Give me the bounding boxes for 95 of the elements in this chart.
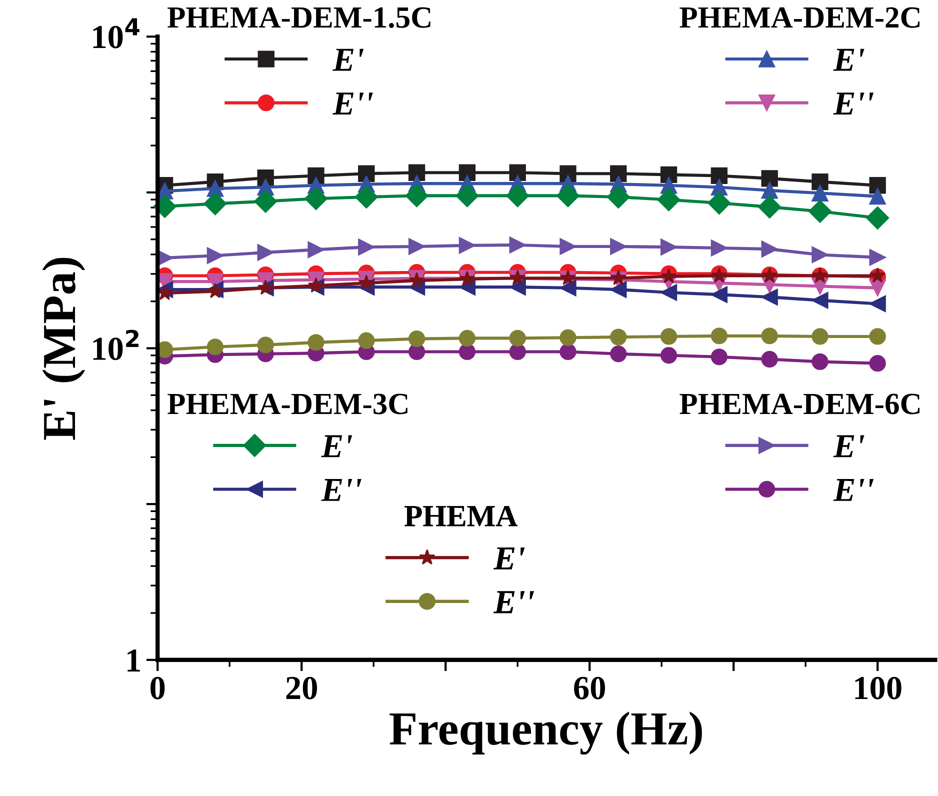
legend-label: E'	[833, 435, 864, 458]
point	[308, 334, 324, 351]
point	[556, 184, 580, 208]
legend-label: E'	[321, 435, 352, 458]
point	[869, 355, 886, 372]
point	[408, 164, 426, 181]
x-axis-title: Frequency (Hz)	[390, 712, 702, 755]
annotation: PHEMA	[404, 506, 518, 526]
point	[869, 295, 886, 312]
point	[458, 164, 476, 181]
point	[761, 350, 778, 368]
point	[812, 184, 828, 202]
point	[509, 343, 526, 360]
x-tick-label: 0	[150, 676, 165, 700]
point	[304, 187, 328, 210]
point	[761, 182, 778, 199]
point	[660, 347, 678, 364]
annotation: PHEMA-DEM-3C	[168, 394, 408, 414]
point	[761, 240, 778, 258]
point	[509, 236, 526, 254]
point	[606, 185, 630, 208]
point	[204, 192, 227, 216]
point	[456, 184, 479, 208]
legend-label: E''	[833, 92, 874, 114]
point	[405, 184, 428, 208]
point	[812, 292, 828, 309]
legend-label: E'	[494, 547, 525, 570]
point	[354, 185, 378, 208]
point	[710, 328, 728, 344]
point	[657, 188, 680, 212]
legend-label: E'	[332, 48, 364, 71]
point	[812, 353, 828, 370]
point	[869, 328, 886, 345]
point	[761, 288, 778, 306]
point	[660, 166, 678, 184]
point	[358, 332, 375, 349]
point	[710, 167, 728, 184]
point	[610, 238, 627, 255]
legend-label: E''	[833, 479, 874, 501]
point	[758, 195, 782, 218]
point	[206, 247, 224, 264]
x-tick-label: 60	[574, 676, 605, 700]
y-axis-title: E' (MPa)	[42, 258, 86, 440]
point	[761, 328, 778, 344]
point	[812, 173, 828, 190]
y-tick-label: 1	[128, 649, 140, 672]
legend-label: E''	[494, 591, 534, 614]
point	[506, 184, 530, 208]
point	[610, 270, 626, 285]
point	[458, 330, 476, 347]
point	[358, 238, 375, 256]
x-tick-label: 100	[855, 676, 902, 700]
legend-label: E''	[321, 479, 362, 501]
point	[509, 164, 526, 181]
point	[812, 246, 828, 264]
point	[610, 281, 627, 298]
point	[408, 238, 426, 255]
point	[869, 188, 886, 205]
x-tick-label: 20	[286, 676, 317, 700]
point	[660, 328, 678, 345]
point	[408, 330, 426, 348]
point	[761, 170, 778, 187]
point	[458, 343, 476, 360]
point	[560, 280, 576, 296]
point	[708, 192, 731, 215]
point	[560, 329, 576, 346]
point	[509, 330, 526, 347]
point	[308, 241, 324, 258]
point	[257, 336, 274, 354]
text: PHEMA-DEM-1.5C	[168, 7, 430, 28]
text: PHEMA-DEM-2C	[680, 7, 920, 28]
y-tick-label: 10$^{4}$	[93, 18, 140, 48]
point	[257, 244, 274, 261]
legend-label: E''	[332, 92, 373, 114]
point	[710, 240, 728, 256]
point	[358, 274, 374, 290]
point	[254, 190, 278, 213]
point	[869, 177, 886, 194]
point	[458, 237, 476, 254]
point	[610, 328, 627, 346]
point	[710, 286, 728, 303]
point	[710, 348, 728, 366]
legend-label: E'	[833, 48, 864, 71]
point	[660, 238, 678, 256]
point	[660, 268, 677, 284]
point	[812, 328, 828, 345]
point	[808, 200, 832, 223]
point	[866, 206, 890, 230]
point	[206, 338, 224, 356]
point	[560, 343, 576, 360]
y-tick-label: 10$^{2}$	[93, 330, 138, 360]
point	[660, 284, 678, 301]
annotation: PHEMA-DEM-6C	[680, 394, 920, 414]
point	[610, 346, 627, 362]
point	[869, 249, 886, 266]
